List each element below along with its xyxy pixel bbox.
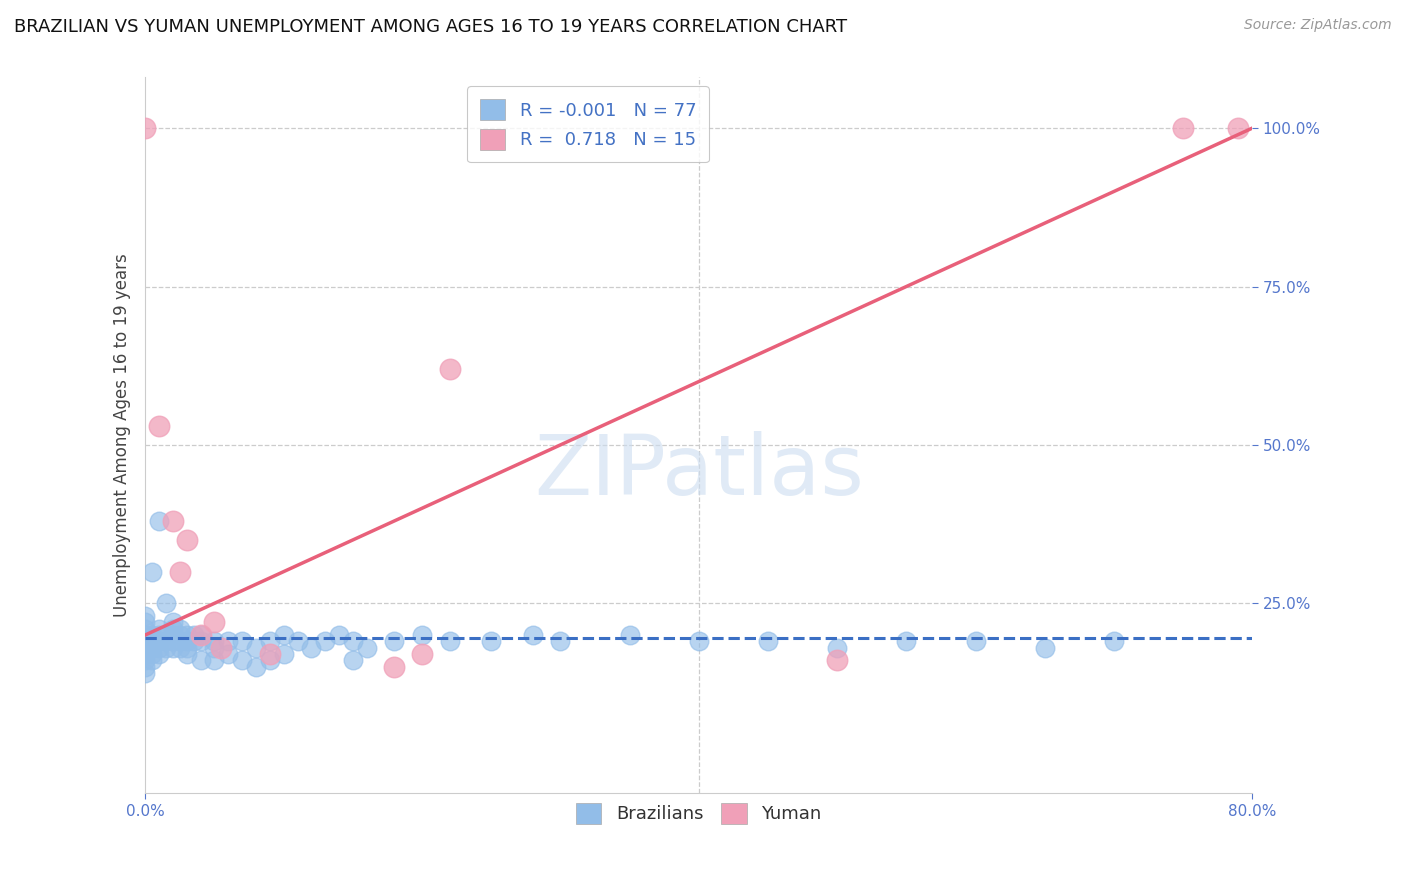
Point <box>134 628 156 642</box>
Point <box>134 647 156 661</box>
Point <box>176 533 198 547</box>
Point <box>204 634 226 648</box>
Point <box>411 647 433 661</box>
Point <box>439 362 461 376</box>
Point <box>231 634 253 648</box>
Point <box>688 634 710 648</box>
Point <box>299 640 322 655</box>
Point <box>134 634 156 648</box>
Text: Source: ZipAtlas.com: Source: ZipAtlas.com <box>1244 18 1392 32</box>
Point <box>204 615 226 630</box>
Point <box>148 514 170 528</box>
Point <box>162 615 184 630</box>
Point <box>287 634 309 648</box>
Y-axis label: Unemployment Among Ages 16 to 19 years: Unemployment Among Ages 16 to 19 years <box>114 253 131 617</box>
Point <box>169 628 191 642</box>
Point <box>342 634 364 648</box>
Point <box>619 628 641 642</box>
Point <box>550 634 572 648</box>
Point <box>162 622 184 636</box>
Point <box>183 628 205 642</box>
Point <box>245 640 267 655</box>
Point <box>134 653 156 667</box>
Point <box>141 640 163 655</box>
Point <box>273 628 295 642</box>
Point <box>439 634 461 648</box>
Point <box>825 653 848 667</box>
Point <box>190 628 212 642</box>
Point <box>134 665 156 680</box>
Point <box>314 634 336 648</box>
Point <box>217 647 239 661</box>
Point <box>155 640 177 655</box>
Point <box>169 640 191 655</box>
Point <box>134 659 156 673</box>
Point <box>141 634 163 648</box>
Point <box>162 628 184 642</box>
Point <box>141 653 163 667</box>
Point <box>1033 640 1056 655</box>
Point <box>148 634 170 648</box>
Point <box>217 634 239 648</box>
Point <box>411 628 433 642</box>
Point <box>148 622 170 636</box>
Point <box>1227 121 1250 136</box>
Point <box>148 640 170 655</box>
Legend: Brazilians, Yuman: Brazilians, Yuman <box>565 792 832 834</box>
Point <box>141 628 163 642</box>
Point <box>342 653 364 667</box>
Point <box>169 634 191 648</box>
Point <box>134 609 156 624</box>
Point <box>522 628 544 642</box>
Point <box>183 634 205 648</box>
Point <box>356 640 378 655</box>
Point <box>382 659 405 673</box>
Point <box>176 628 198 642</box>
Point <box>1171 121 1194 136</box>
Point <box>155 628 177 642</box>
Point <box>169 622 191 636</box>
Point <box>273 647 295 661</box>
Point <box>162 640 184 655</box>
Point <box>134 615 156 630</box>
Point <box>896 634 918 648</box>
Point <box>204 640 226 655</box>
Point <box>134 640 156 655</box>
Point <box>176 634 198 648</box>
Text: ZIPatlas: ZIPatlas <box>534 431 863 512</box>
Point <box>479 634 502 648</box>
Point <box>245 659 267 673</box>
Point <box>162 514 184 528</box>
Point <box>162 634 184 648</box>
Point <box>1102 634 1125 648</box>
Point <box>190 628 212 642</box>
Point <box>209 640 232 655</box>
Point <box>176 640 198 655</box>
Point <box>259 653 281 667</box>
Point <box>965 634 987 648</box>
Point <box>825 640 848 655</box>
Point <box>134 121 156 136</box>
Point <box>169 565 191 579</box>
Point <box>141 565 163 579</box>
Point <box>756 634 779 648</box>
Point <box>190 653 212 667</box>
Point <box>190 634 212 648</box>
Point <box>148 418 170 433</box>
Point <box>176 647 198 661</box>
Point <box>141 647 163 661</box>
Point <box>148 628 170 642</box>
Point <box>155 596 177 610</box>
Point <box>328 628 350 642</box>
Point <box>231 653 253 667</box>
Point <box>134 622 156 636</box>
Point <box>204 653 226 667</box>
Point <box>382 634 405 648</box>
Point <box>259 647 281 661</box>
Point <box>259 634 281 648</box>
Text: BRAZILIAN VS YUMAN UNEMPLOYMENT AMONG AGES 16 TO 19 YEARS CORRELATION CHART: BRAZILIAN VS YUMAN UNEMPLOYMENT AMONG AG… <box>14 18 848 36</box>
Point <box>148 647 170 661</box>
Point <box>155 634 177 648</box>
